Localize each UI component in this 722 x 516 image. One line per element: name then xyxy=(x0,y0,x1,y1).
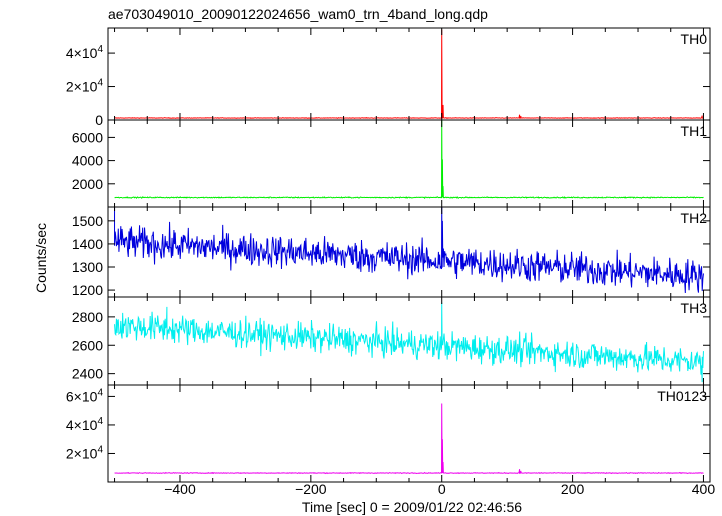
x-axis: −400 −200 0 200 400 xyxy=(164,481,715,497)
panel-th2: 1200 1300 1400 1500 TH2 xyxy=(72,206,711,298)
series-line-th2 xyxy=(114,207,704,294)
y-tick-label: 2×104 xyxy=(66,78,104,95)
x-tick-label: −400 xyxy=(164,481,196,497)
y-tick-label: 4×104 xyxy=(66,44,104,61)
panel-th0123: 2×104 4×104 6×104 TH0123 xyxy=(66,384,711,483)
series-line-th0123 xyxy=(114,403,704,475)
y-tick-label: 1400 xyxy=(72,236,103,252)
chart-title: ae703049010_20090122024656_wam0_trn_4ban… xyxy=(108,6,488,22)
x-tick-label: 400 xyxy=(692,481,716,497)
panel-frame xyxy=(107,27,711,121)
panel-label: TH0123 xyxy=(657,388,707,404)
panels: 0 2×104 4×104 TH0 2000 4000 6000 TH1 1200 1300 140… xyxy=(66,27,711,483)
y-tick-label: 2400 xyxy=(72,366,103,382)
y-tick-label: 1300 xyxy=(72,259,103,275)
y-tick-label: 6000 xyxy=(72,129,103,145)
panel-label: TH2 xyxy=(681,210,708,226)
y-tick-label: 2800 xyxy=(72,309,103,325)
series-line-th0 xyxy=(114,29,704,119)
y-tick-label: 2600 xyxy=(72,337,103,353)
panel-frame xyxy=(107,119,711,208)
y-tick-label: 2000 xyxy=(72,176,103,192)
y-tick-label: 0 xyxy=(95,112,103,128)
y-tick-label: 4×104 xyxy=(66,416,104,433)
y-tick-label: 2×104 xyxy=(66,444,104,461)
panel-th0: 0 2×104 4×104 TH0 xyxy=(66,27,711,128)
panel-th1: 2000 4000 6000 TH1 xyxy=(72,119,711,208)
panel-label: TH3 xyxy=(681,300,708,316)
x-tick-label: 0 xyxy=(438,481,446,497)
panel-th3: 2400 2600 2800 TH3 xyxy=(72,296,711,386)
series-line-th3 xyxy=(114,302,704,383)
panel-frame xyxy=(107,384,711,483)
series-line-th1 xyxy=(114,120,704,200)
y-tick-label: 6×104 xyxy=(66,387,104,404)
panel-label: TH1 xyxy=(681,123,708,139)
x-axis-label: Time [sec] 0 = 2009/01/22 02:46:56 xyxy=(302,499,522,515)
x-tick-label: −200 xyxy=(295,481,327,497)
y-axis-label: Counts/sec xyxy=(33,223,49,293)
panel-label: TH0 xyxy=(681,31,708,47)
y-tick-label: 1200 xyxy=(72,282,103,298)
y-tick-label: 1500 xyxy=(72,213,103,229)
x-tick-label: 200 xyxy=(561,481,585,497)
y-tick-label: 4000 xyxy=(72,153,103,169)
